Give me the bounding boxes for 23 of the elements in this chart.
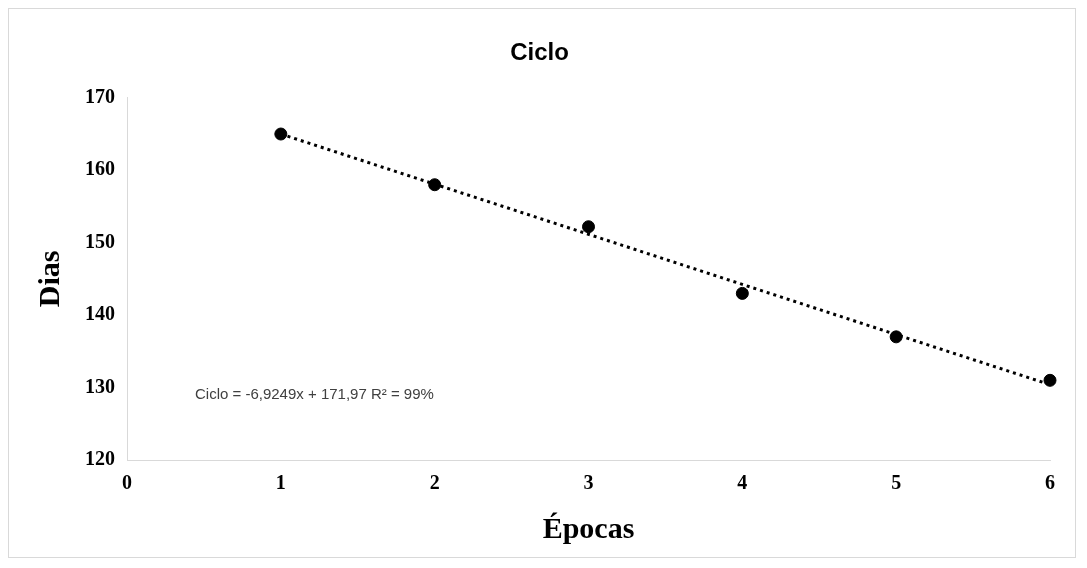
- y-tick-label: 160: [85, 157, 115, 180]
- y-tick-label: 170: [85, 84, 115, 107]
- x-axis-title: Épocas: [542, 510, 635, 544]
- point: [1043, 373, 1057, 387]
- point: [428, 178, 442, 192]
- chart-title: Ciclo: [510, 38, 569, 66]
- point: [582, 220, 595, 234]
- x-tick-label: 3: [583, 471, 594, 494]
- point: [274, 127, 288, 141]
- point: [735, 286, 749, 300]
- x-tick-label: 6: [1045, 471, 1055, 494]
- y-tick-label: 140: [85, 302, 115, 325]
- annotation: Ciclo = -6,9249x + 171,97 R² = 99%: [195, 384, 434, 402]
- y-tick-label: 150: [85, 229, 115, 252]
- x-tick-label: 5: [891, 471, 902, 494]
- y-tick-label: 120: [85, 447, 115, 470]
- x-tick-label: 4: [737, 471, 748, 494]
- y-axis-title: Dias: [31, 250, 65, 308]
- y-tick-label: 130: [85, 374, 115, 397]
- x-tick-label: 2: [429, 471, 440, 494]
- x-tick-label: 1: [275, 471, 286, 494]
- x-tick-label: 0: [122, 471, 132, 494]
- point: [889, 330, 903, 344]
